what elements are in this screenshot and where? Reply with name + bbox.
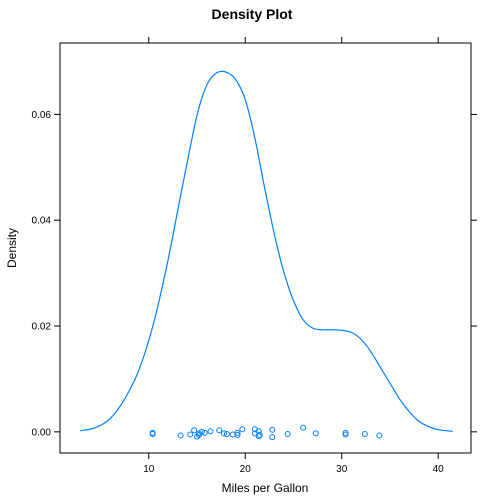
data-point-10 — [207, 428, 214, 435]
data-point-1 — [149, 430, 156, 437]
data-point-9 — [201, 429, 208, 436]
y-tick-label-0: 0.00 — [32, 427, 52, 438]
y-tick-label-1: 0.02 — [32, 322, 52, 333]
data-point-27 — [312, 430, 319, 437]
data-point-22 — [256, 432, 263, 439]
data-point-8 — [198, 428, 205, 435]
y-tick-label-3: 0.06 — [32, 110, 52, 121]
data-point-23 — [269, 426, 276, 433]
data-point-29 — [342, 431, 349, 438]
data-point-24 — [269, 434, 276, 441]
data-point-15 — [234, 429, 241, 436]
data-point-17 — [239, 426, 246, 433]
series-layer — [80, 70, 453, 432]
y-tick-label-2: 0.04 — [32, 216, 52, 227]
data-point-14 — [229, 431, 236, 438]
data-point-3 — [187, 431, 194, 438]
data-point-13 — [223, 430, 230, 437]
y-axis-label: Density — [5, 228, 19, 268]
chart-title: Density Plot — [212, 6, 293, 22]
data-point-25 — [284, 430, 291, 437]
data-point-4 — [191, 427, 198, 434]
plot-frame — [59, 42, 472, 454]
x-tick-label-1: 20 — [240, 464, 252, 475]
density-line-0 — [80, 70, 453, 432]
rug-layer — [149, 424, 383, 441]
x-tick-label-0: 10 — [143, 464, 155, 475]
x-axis-label: Miles per Gallon — [222, 481, 309, 495]
data-point-26 — [300, 424, 307, 431]
data-point-31 — [376, 432, 383, 439]
data-point-30 — [361, 430, 368, 437]
data-point-2 — [177, 432, 184, 439]
data-point-16 — [234, 432, 241, 439]
x-tick-label-3: 40 — [433, 464, 445, 475]
axis-ticks: 10 20 30 40 0.00 0.02 0.04 0.06 — [32, 37, 477, 475]
data-point-21 — [255, 428, 262, 435]
x-tick-label-2: 30 — [336, 464, 348, 475]
data-point-11 — [216, 427, 223, 434]
data-point-12 — [221, 430, 228, 437]
